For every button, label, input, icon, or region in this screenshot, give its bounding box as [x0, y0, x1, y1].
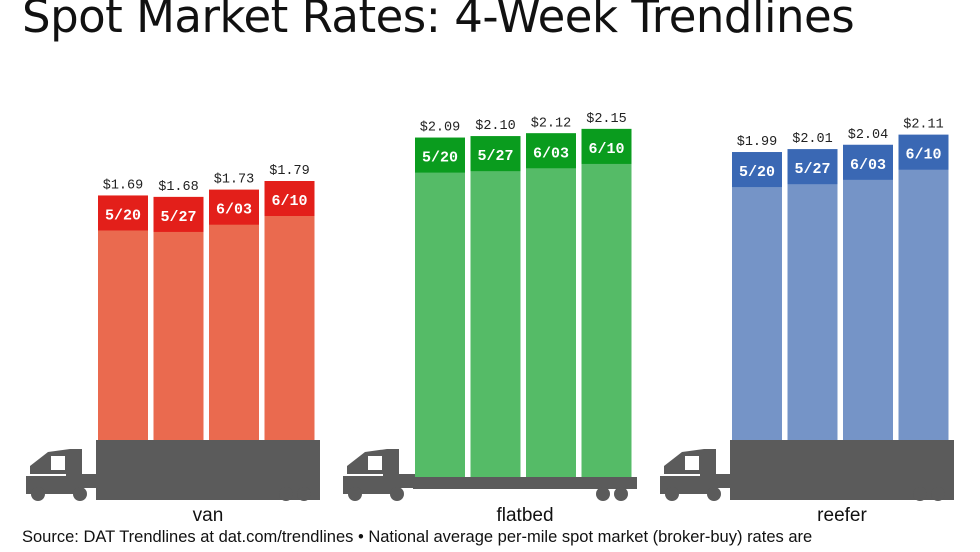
group-label: reefer	[817, 505, 867, 525]
bar-van-2	[209, 189, 259, 440]
bar-tag-reefer-1	[787, 149, 838, 185]
group-label: van	[193, 505, 224, 525]
value-label: $2.09	[420, 121, 461, 136]
date-label: 6/03	[216, 202, 252, 219]
bar-tag-flatbed-2	[526, 133, 576, 169]
group-van: 5/20 $1.69 5/27 $1.68 6/03 $1.73 6/10 $1.79 van	[26, 164, 320, 525]
group-flatbed: 5/20 $2.09 5/27 $2.10 6/03 $2.12 6/10 $2.15 flat…	[343, 112, 637, 525]
date-label: 6/03	[850, 157, 886, 174]
group-label: flatbed	[496, 505, 553, 525]
value-label: $2.10	[475, 119, 516, 134]
bar-tag-flatbed-0	[415, 137, 465, 173]
value-label: $2.11	[903, 118, 944, 133]
date-label: 6/10	[905, 147, 941, 164]
trailer-wheel	[913, 487, 927, 501]
trailer-wheel	[297, 487, 311, 501]
date-label: 6/10	[271, 193, 307, 210]
bar-reefer-0	[732, 152, 782, 440]
truck-cab-icon	[343, 449, 423, 501]
value-label: $1.73	[214, 173, 255, 188]
bar-van-3	[264, 181, 315, 440]
bar-flatbed-2	[526, 133, 576, 477]
group-reefer: 5/20 $1.99 5/27 $2.01 6/03 $2.04 6/10 $2.11 reef…	[660, 118, 954, 525]
bar-van-1	[153, 196, 204, 440]
value-label: $1.69	[103, 178, 144, 193]
bar-tag-van-3	[264, 181, 315, 216]
bar-tag-flatbed-3	[581, 128, 632, 164]
value-label: $2.04	[848, 128, 889, 143]
date-label: 5/20	[739, 164, 775, 181]
bar-tag-van-0	[98, 195, 148, 231]
bar-flatbed-1	[470, 136, 521, 477]
bar-tag-reefer-2	[843, 144, 893, 180]
source-note: Source: DAT Trendlines at dat.com/trendl…	[22, 528, 813, 546]
bar-tag-van-1	[153, 196, 204, 232]
date-label: 5/27	[160, 209, 196, 226]
date-label: 5/27	[794, 161, 830, 178]
date-label: 5/27	[477, 148, 513, 165]
bar-tag-flatbed-1	[470, 136, 521, 172]
bar-flatbed-0	[415, 137, 465, 478]
date-label: 6/03	[533, 145, 569, 162]
truck-cab-icon	[26, 449, 106, 501]
value-label: $1.68	[158, 180, 199, 195]
date-label: 5/20	[422, 150, 458, 167]
bar-tag-reefer-3	[898, 134, 949, 170]
date-label: 6/10	[588, 141, 624, 158]
trailer-wheel	[614, 487, 628, 501]
bar-tag-reefer-0	[732, 152, 782, 188]
bar-flatbed-3	[581, 128, 632, 477]
value-label: $2.12	[531, 116, 572, 131]
value-label: $1.99	[737, 135, 778, 150]
bar-tag-van-2	[209, 189, 259, 225]
trendline-chart: 5/20$1.695/27$1.686/03$1.736/10$1.79van5…	[26, 112, 954, 525]
truck-cab-icon	[660, 449, 740, 501]
trailer-flatbed	[413, 477, 637, 489]
trailer-wheel	[931, 487, 945, 501]
bar-reefer-2	[843, 144, 893, 440]
trailer-wheel	[279, 487, 293, 501]
trailer-wheel	[596, 487, 610, 501]
value-label: $1.79	[269, 164, 310, 179]
bar-reefer-1	[787, 149, 838, 440]
date-label: 5/20	[105, 207, 141, 224]
bar-reefer-3	[898, 134, 949, 441]
value-label: $2.01	[792, 132, 833, 147]
value-label: $2.15	[586, 112, 627, 127]
chart-title: Spot Market Rates: 4-Week Trendlines	[22, 0, 855, 43]
bar-van-0	[98, 195, 148, 440]
